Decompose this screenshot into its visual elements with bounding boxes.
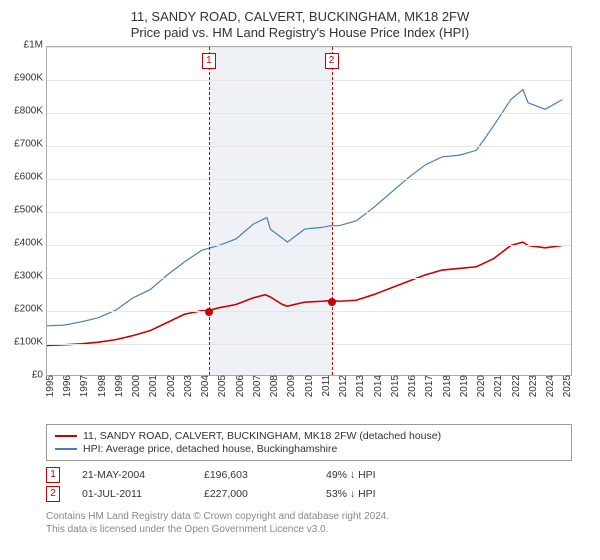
- x-tick-label: 2003: [181, 375, 194, 397]
- y-tick-label: £800K: [14, 106, 47, 117]
- event-dot: [328, 298, 336, 306]
- y-gridline: [47, 311, 571, 312]
- event-marker-box: 1: [202, 53, 216, 69]
- event-date: 21-MAY-2004: [82, 469, 182, 481]
- y-gridline: [47, 146, 571, 147]
- x-tick-label: 2025: [560, 375, 573, 397]
- x-tick-label: 2024: [543, 375, 556, 397]
- legend-swatch: [55, 448, 77, 450]
- x-tick-label: 2008: [267, 375, 280, 397]
- event-number-box: 1: [46, 467, 60, 483]
- y-tick-label: £900K: [14, 73, 47, 84]
- x-tick-label: 2019: [457, 375, 470, 397]
- y-gridline: [47, 212, 571, 213]
- title-block: 11, SANDY ROAD, CALVERT, BUCKINGHAM, MK1…: [0, 0, 600, 40]
- legend-label: 11, SANDY ROAD, CALVERT, BUCKINGHAM, MK1…: [83, 430, 441, 442]
- x-tick-label: 2020: [474, 375, 487, 397]
- x-tick-label: 2010: [302, 375, 315, 397]
- chart: £0£100K£200K£300K£400K£500K£600K£700K£80…: [46, 46, 572, 396]
- event-ratio: 53% ↓ HPI: [326, 488, 426, 500]
- x-tick-label: 2021: [491, 375, 504, 397]
- title-line-2: Price paid vs. HM Land Registry's House …: [0, 25, 600, 40]
- event-row: 2 01-JUL-2011 £227,000 53% ↓ HPI: [46, 486, 572, 502]
- x-tick-label: 1995: [43, 375, 56, 397]
- y-tick-label: £700K: [14, 139, 47, 150]
- y-gridline: [47, 47, 571, 48]
- y-gridline: [47, 344, 571, 345]
- y-tick-label: £400K: [14, 238, 47, 249]
- x-tick-label: 2014: [371, 375, 384, 397]
- x-tick-label: 2015: [388, 375, 401, 397]
- x-tick-label: 2013: [353, 375, 366, 397]
- footer-line-2: This data is licensed under the Open Gov…: [46, 523, 572, 536]
- x-tick-label: 2023: [526, 375, 539, 397]
- y-gridline: [47, 278, 571, 279]
- event-date: 01-JUL-2011: [82, 488, 182, 500]
- x-tick-label: 1997: [77, 375, 90, 397]
- event-marker-box: 2: [325, 53, 339, 69]
- legend-label: HPI: Average price, detached house, Buck…: [83, 443, 337, 455]
- y-gridline: [47, 245, 571, 246]
- legend-row: HPI: Average price, detached house, Buck…: [55, 443, 563, 455]
- x-tick-label: 1999: [112, 375, 125, 397]
- plot-area: £0£100K£200K£300K£400K£500K£600K£700K£80…: [46, 46, 572, 376]
- x-tick-label: 2001: [146, 375, 159, 397]
- x-tick-label: 1998: [95, 375, 108, 397]
- y-tick-label: £500K: [14, 205, 47, 216]
- legend-swatch: [55, 435, 77, 437]
- y-tick-label: £1M: [24, 40, 47, 51]
- x-tick-label: 2006: [233, 375, 246, 397]
- event-row: 1 21-MAY-2004 £196,603 49% ↓ HPI: [46, 467, 572, 483]
- x-tick-label: 2005: [215, 375, 228, 397]
- event-ratio: 49% ↓ HPI: [326, 469, 426, 481]
- events-table: 1 21-MAY-2004 £196,603 49% ↓ HPI 2 01-JUL-201…: [46, 467, 572, 502]
- x-tick-label: 2002: [164, 375, 177, 397]
- x-tick-label: 1996: [60, 375, 73, 397]
- x-tick-label: 2017: [422, 375, 435, 397]
- event-vline: [332, 47, 333, 375]
- y-gridline: [47, 113, 571, 114]
- y-tick-label: £300K: [14, 271, 47, 282]
- x-tick-label: 2009: [284, 375, 297, 397]
- series-line: [47, 242, 562, 345]
- series-line: [47, 90, 562, 326]
- x-tick-label: 2000: [129, 375, 142, 397]
- y-tick-label: £600K: [14, 172, 47, 183]
- y-tick-label: £200K: [14, 304, 47, 315]
- y-tick-label: £100K: [14, 337, 47, 348]
- x-tick-label: 2022: [509, 375, 522, 397]
- footer: Contains HM Land Registry data © Crown c…: [46, 510, 572, 536]
- series-svg: [47, 47, 571, 375]
- x-tick-label: 2012: [336, 375, 349, 397]
- event-price: £196,603: [204, 469, 304, 481]
- event-dot: [205, 308, 213, 316]
- footer-line-1: Contains HM Land Registry data © Crown c…: [46, 510, 572, 523]
- legend: 11, SANDY ROAD, CALVERT, BUCKINGHAM, MK1…: [46, 424, 572, 461]
- event-number-box: 2: [46, 486, 60, 502]
- event-vline: [209, 47, 210, 375]
- event-price: £227,000: [204, 488, 304, 500]
- x-tick-label: 2011: [319, 375, 332, 397]
- x-tick-label: 2016: [405, 375, 418, 397]
- x-tick-label: 2004: [198, 375, 211, 397]
- legend-row: 11, SANDY ROAD, CALVERT, BUCKINGHAM, MK1…: [55, 430, 563, 442]
- x-tick-label: 2018: [440, 375, 453, 397]
- x-tick-label: 2007: [250, 375, 263, 397]
- y-gridline: [47, 80, 571, 81]
- y-gridline: [47, 179, 571, 180]
- title-line-1: 11, SANDY ROAD, CALVERT, BUCKINGHAM, MK1…: [0, 9, 600, 24]
